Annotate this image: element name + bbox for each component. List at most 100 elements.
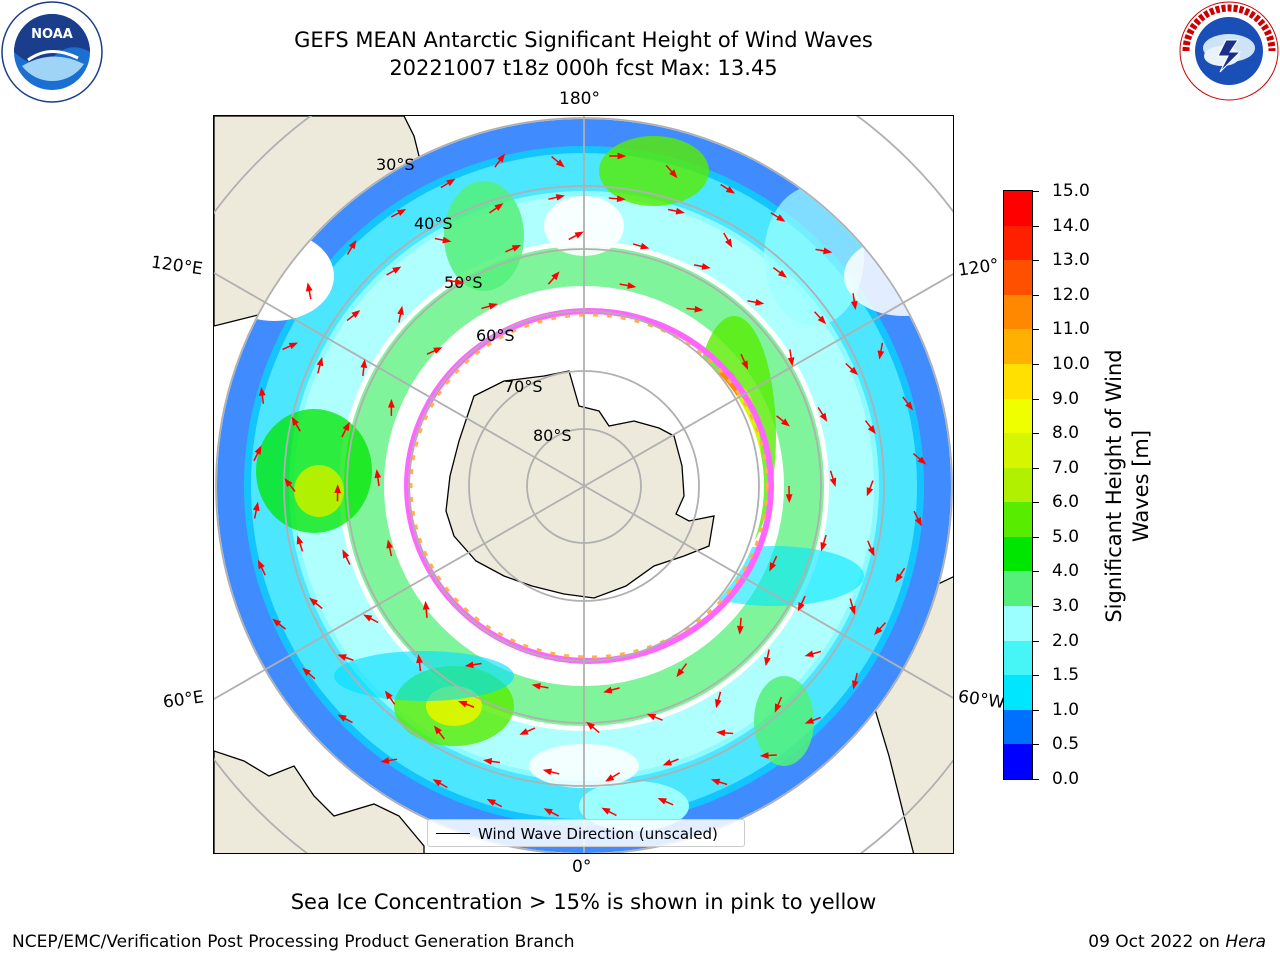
wave-direction-arrowhead: [850, 300, 858, 311]
producer-credit: NCEP/EMC/Verification Post Processing Pr…: [12, 932, 575, 952]
colorbar-tick-label: 1.5: [1052, 665, 1080, 686]
wave-direction-arrowhead: [388, 398, 395, 408]
colorbar-tick-label: 10.0: [1052, 353, 1090, 374]
colorbar-tick-label: 3.0: [1052, 596, 1080, 617]
colorbar-tick-label: 11.0: [1052, 319, 1090, 340]
polar-map: 30°S 40°S 50°S 60°S 70°S 80°S: [214, 116, 953, 853]
wave-direction-arrowhead: [342, 421, 350, 432]
wave-direction-arrowhead: [646, 713, 657, 721]
wave-direction-arrowhead: [316, 357, 324, 367]
colorbar-tick: [1033, 363, 1039, 365]
wave-direction-arrowhead: [309, 597, 318, 606]
colorbar-segment: [1004, 570, 1032, 607]
lon-label-0: 0°: [572, 857, 592, 877]
wave-direction-arrowhead: [866, 487, 874, 497]
wave-direction-arrowhead: [574, 231, 584, 239]
wave-direction-arrowhead: [555, 159, 565, 168]
wave-direction-arrowhead: [725, 186, 735, 194]
wave-direction-arrowhead: [627, 282, 637, 289]
wave-direction-arrowhead: [640, 242, 650, 250]
wave-direction-arrowhead: [736, 625, 744, 635]
wave-direction-arrowhead: [254, 445, 262, 455]
wave-direction-arrowhead: [605, 774, 615, 782]
colorbar: [1003, 190, 1033, 780]
lon-label-60e: 60°E: [161, 687, 206, 713]
colorbar-tick-label: 2.0: [1052, 630, 1080, 651]
wave-direction-arrowhead: [759, 752, 769, 759]
wave-direction-arrowhead: [555, 194, 565, 201]
wave-direction-arrowhead: [511, 245, 522, 252]
colorbar-segment: [1004, 467, 1032, 503]
map-panel: 30°S 40°S 50°S 60°S 70°S 80°S Wind Wave …: [213, 115, 954, 854]
wave-direction-arrowhead: [657, 797, 667, 805]
wave-direction-arrowhead: [851, 680, 859, 690]
wave-direction-arrowhead: [874, 626, 883, 636]
wave-direction-arrowhead: [416, 654, 423, 664]
wave-direction-arrowhead: [302, 667, 311, 676]
colorbar-tick: [1033, 225, 1039, 227]
lat-label-50s: 50°S: [444, 273, 483, 292]
wave-direction-arrowhead: [715, 699, 722, 709]
wave-direction-arrowhead: [741, 360, 749, 370]
colorbar-tick-label: 1.0: [1052, 699, 1080, 720]
colorbar-tick-label: 0.5: [1052, 734, 1080, 755]
wave-direction-arrowhead: [877, 350, 885, 360]
colorbar-title: Significant Height of Wind Waves [m]: [1101, 349, 1153, 636]
lon-label-120w: 120°: [956, 255, 1001, 281]
lon-label-180: 180°: [559, 89, 600, 109]
wave-direction-arrowhead: [342, 549, 350, 559]
lon-label-120e: 120°E: [149, 252, 204, 280]
colorbar-tick-label: 15.0: [1052, 181, 1090, 201]
wave-direction-arrowhead: [397, 305, 404, 315]
colorbar-segment: [1004, 432, 1032, 468]
colorbar-segment: [1004, 398, 1032, 434]
wave-direction-arrowhead: [785, 494, 793, 503]
wave-direction-arrowhead: [716, 729, 726, 737]
colorbar-tick: [1033, 433, 1039, 435]
colorbar-tick: [1033, 294, 1039, 296]
nws-logo: [1179, 1, 1279, 101]
wave-direction-arrowhead: [774, 703, 782, 713]
colorbar-tick: [1033, 571, 1039, 573]
wave-direction-arrowhead: [755, 298, 765, 306]
wave-direction-arrowhead: [432, 779, 442, 787]
wave-direction-arrowhead: [701, 263, 711, 270]
wave-direction-arrowhead: [392, 266, 402, 274]
colorbar-tick-label: 5.0: [1052, 526, 1080, 547]
wave-direction-arrowhead: [252, 501, 260, 511]
lat-label-30s: 30°S: [376, 155, 415, 174]
wave-direction-arrowhead: [488, 302, 498, 310]
wave-direction-arrowhead: [486, 798, 496, 806]
colorbar-tick: [1033, 398, 1039, 400]
wave-direction-arrowhead: [676, 668, 685, 678]
colorbar-segment: [1004, 294, 1032, 330]
wave-direction-arrowhead: [895, 573, 903, 583]
wave-direction-arrowhead: [849, 366, 859, 376]
lat-label-40s: 40°S: [414, 214, 453, 233]
colorbar-tick: [1033, 536, 1039, 538]
wind-wave-vectors: [252, 152, 927, 817]
lat-label-80s: 80°S: [533, 426, 572, 445]
colorbar-segment: [1004, 363, 1032, 399]
colorbar-title-line1: Significant Height of Wind: [1102, 349, 1126, 623]
graticule: [214, 116, 953, 853]
wave-direction-arrowhead: [819, 412, 828, 422]
wave-direction-arrowhead: [455, 278, 465, 286]
colorbar-segment: [1004, 259, 1032, 295]
wave-direction-arrowhead: [433, 725, 442, 735]
wave-direction-arrowhead: [384, 690, 393, 700]
run-host: Hera: [1225, 932, 1266, 952]
colorbar-tick-label: 7.0: [1052, 457, 1080, 478]
run-date-text: 09 Oct 2022 on: [1088, 932, 1220, 952]
lon-label-60w: 60°W: [956, 686, 1007, 714]
wave-direction-arrowhead: [494, 203, 504, 211]
wave-direction-arrowhead: [386, 539, 393, 549]
sea-ice-note: Sea Ice Concentration > 15% is shown in …: [290, 890, 877, 914]
colorbar-tick: [1033, 502, 1039, 504]
colorbar-segment: [1004, 743, 1032, 779]
wave-direction-arrowhead: [363, 614, 373, 622]
colorbar-segment: [1004, 605, 1032, 641]
colorbar-tick: [1033, 640, 1039, 642]
wave-direction-arrowhead: [829, 477, 837, 487]
colorbar-segment: [1004, 328, 1032, 364]
